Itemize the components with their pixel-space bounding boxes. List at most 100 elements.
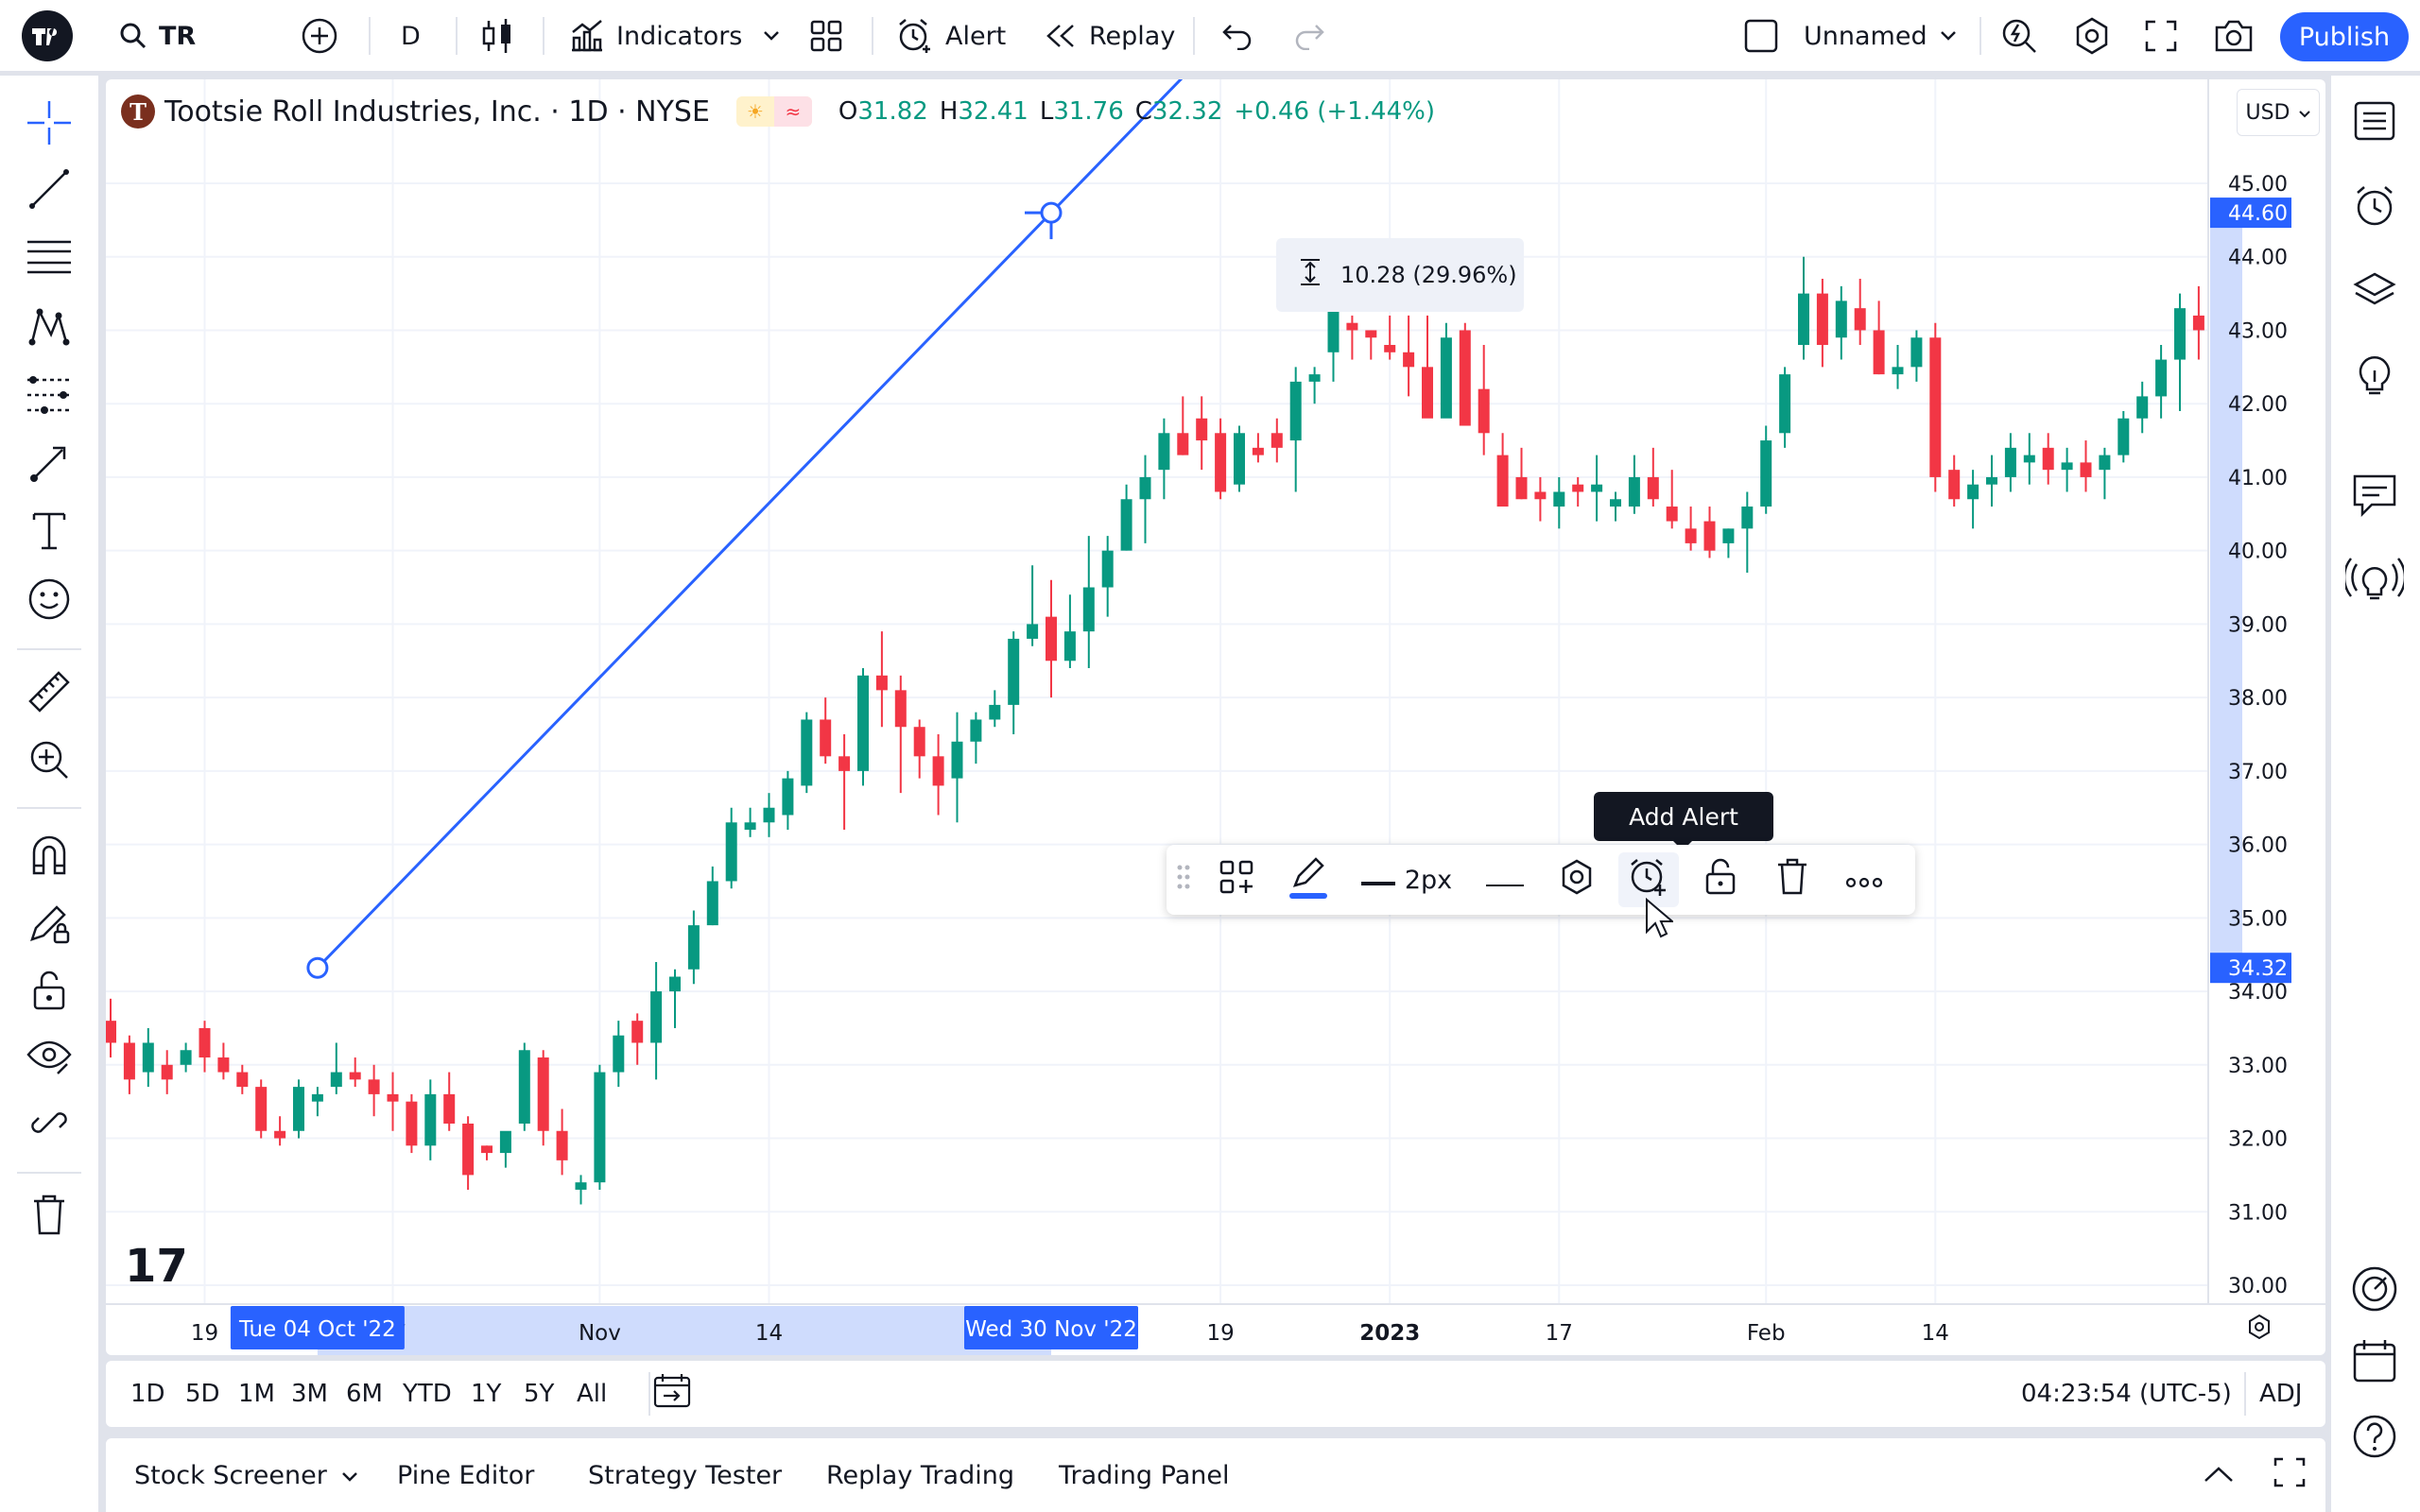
candle-body[interactable] [236,1072,249,1088]
alerts-button[interactable] [2344,178,2405,238]
snapshot-button[interactable] [2214,9,2254,62]
candle-body[interactable] [1967,484,1979,500]
symbol-search-button[interactable]: TR [119,9,196,62]
chats-button[interactable] [2344,467,2405,527]
range-all[interactable]: All [577,1380,608,1408]
candle-body[interactable] [1515,476,1528,500]
symbol-title[interactable]: Tootsie Roll Industries, Inc. · 1D · NYS… [164,94,710,129]
candle-body[interactable] [255,1087,268,1131]
streams-button[interactable] [2342,550,2407,610]
candle-body[interactable] [1892,367,1904,375]
delete-drawing-button[interactable] [1762,852,1823,907]
market-session-badge[interactable]: ☀ ≈ [735,96,812,127]
templates-button[interactable] [1206,852,1267,907]
help-button[interactable] [2344,1408,2405,1469]
candle-body[interactable] [801,719,813,786]
crosshair-tool[interactable] [19,94,79,155]
candle-body[interactable] [1008,638,1020,705]
layout-button[interactable]: Unnamed [1743,9,1958,62]
maximize-panel-button[interactable] [2273,1452,2307,1499]
candle-body[interactable] [613,1035,625,1073]
candle-body[interactable] [1628,476,1640,507]
range-1d[interactable]: 1D [130,1380,165,1408]
redo-button[interactable] [1293,9,1325,62]
candle-body[interactable] [106,1021,116,1043]
candle-body[interactable] [1234,433,1245,485]
candle-body[interactable] [1289,381,1302,441]
candle-body[interactable] [2136,396,2149,419]
candle-body[interactable] [1308,374,1321,382]
candle-body[interactable] [1948,470,1961,500]
clock-timezone[interactable]: 04:23:54 (UTC-5) [2021,1380,2232,1408]
chart-type-button[interactable] [480,9,514,62]
range-1y[interactable]: 1Y [471,1380,502,1408]
zoom-tool[interactable] [19,731,79,792]
candle-body[interactable] [1722,528,1735,543]
candle-body[interactable] [1158,433,1170,471]
candle-body[interactable] [594,1072,606,1183]
fib-tool[interactable] [19,229,79,289]
candle-body[interactable] [575,1182,587,1190]
candle-body[interactable] [932,756,944,786]
trendline-tool[interactable] [19,161,79,221]
candle-body[interactable] [330,1072,342,1088]
adj-toggle[interactable]: ADJ [2259,1380,2303,1408]
go-to-date-button[interactable] [652,1372,692,1416]
candle-body[interactable] [631,1021,644,1043]
candle-body[interactable] [1816,293,1828,346]
candle-body[interactable] [1666,507,1678,522]
candle-body[interactable] [857,675,869,771]
candle-body[interactable] [349,1072,361,1080]
candle-body[interactable] [1252,447,1264,455]
settings-button[interactable] [2072,9,2112,62]
candle-body[interactable] [1572,484,1584,492]
candle-body[interactable] [838,756,851,771]
candle-body[interactable] [311,1093,323,1102]
candle-body[interactable] [669,976,681,992]
candle-body[interactable] [1177,433,1189,455]
candle-body[interactable] [1496,455,1509,507]
more-options-button[interactable] [1834,852,1894,907]
indicators-button[interactable]: Indicators [569,9,742,62]
axis-settings-gear-icon[interactable] [2249,1314,2270,1340]
candle-body[interactable] [1854,308,1866,331]
text-tool[interactable] [19,503,79,563]
range-5y[interactable]: 5Y [524,1380,555,1408]
candle-body[interactable] [763,807,775,823]
candle-body[interactable] [2192,315,2204,331]
currency-select[interactable]: USD [2237,89,2320,136]
candle-body[interactable] [1610,499,1621,507]
line-style-button[interactable] [1475,852,1535,907]
candle-body[interactable] [1553,491,1565,507]
patterns-tool[interactable] [19,299,79,359]
candle-body[interactable] [1101,550,1114,588]
candle-body[interactable] [1685,528,1697,543]
undo-button[interactable] [1221,9,1253,62]
candle-body[interactable] [1270,433,1283,448]
watchlist-button[interactable] [2344,93,2405,153]
range-5d[interactable]: 5D [185,1380,220,1408]
lock-drawing-button[interactable] [1690,852,1751,907]
candle-body[interactable] [2099,455,2111,471]
candle-body[interactable] [820,719,832,757]
candle-body[interactable] [2118,418,2130,455]
tab-pine-editor[interactable]: Pine Editor [397,1460,535,1490]
tab-trading-panel[interactable]: Trading Panel [1059,1460,1230,1490]
candle-body[interactable] [537,1057,549,1131]
screener-dial-button[interactable] [2344,1261,2405,1321]
templates-button[interactable] [809,9,843,62]
candle-body[interactable] [1215,433,1227,492]
line-color-button[interactable] [1278,852,1339,907]
alert-button[interactable]: Alert [896,9,1006,62]
candle-body[interactable] [387,1093,399,1102]
candle-body[interactable] [556,1130,568,1160]
candle-body[interactable] [293,1087,304,1131]
candle-body[interactable] [1835,301,1847,338]
candle-body[interactable] [1365,330,1377,338]
tradingview-logo[interactable] [21,9,74,62]
candle-body[interactable] [368,1079,380,1094]
chart-pane[interactable]: 45.00 44.00 43.00 42.00 41.00 40.00 39.00 38.00… [106,79,2325,1355]
candle-body[interactable] [180,1050,192,1065]
candle-body[interactable] [2023,455,2035,463]
line-width-button[interactable]: 2px [1352,852,1461,907]
